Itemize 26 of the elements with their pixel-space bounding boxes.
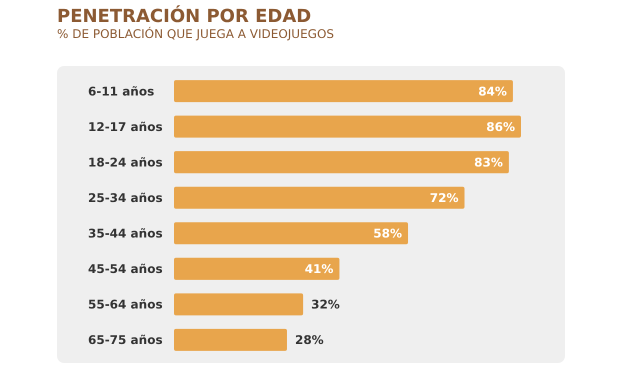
data-label: 84% [478,84,507,98]
bar [174,258,340,280]
y-tick-label: 18-24 años [88,155,163,170]
bar [174,328,287,351]
chart-title: PENETRACIÓN POR EDAD [57,5,312,27]
data-label: 83% [474,155,503,170]
data-label: 28% [294,333,324,348]
bar [174,222,408,244]
y-tick-label: 35-44 años [88,226,163,240]
bar [174,293,304,316]
bar [174,116,521,138]
bar [174,186,465,209]
data-label: 86% [486,120,515,134]
data-label: 72% [430,190,459,205]
chart-subtitle: % DE POBLACIÓN QUE JUEGA A VIDEOJUEGOS [57,26,334,41]
bar [174,151,509,174]
data-label: 32% [311,298,340,312]
y-tick-label: 25-34 años [88,190,163,205]
y-tick-label: 65-75 años [88,333,163,348]
data-label: 58% [373,226,402,240]
y-tick-label: 6-11 años [88,84,154,98]
bar [174,80,513,102]
y-tick-label: 12-17 años [88,120,163,134]
y-tick-label: 45-54 años [88,262,163,276]
y-tick-label: 55-64 años [88,298,163,312]
data-label: 41% [304,262,334,276]
